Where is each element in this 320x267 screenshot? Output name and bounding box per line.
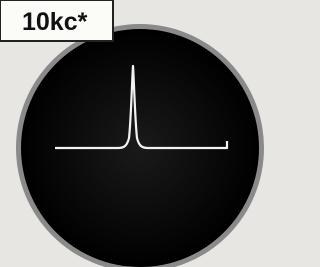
label: 10kc* [22,8,88,36]
screenshot: 10kc* [0,0,272,267]
page: 10kc* (() => { const data = JSON.parse(d… [0,0,272,267]
